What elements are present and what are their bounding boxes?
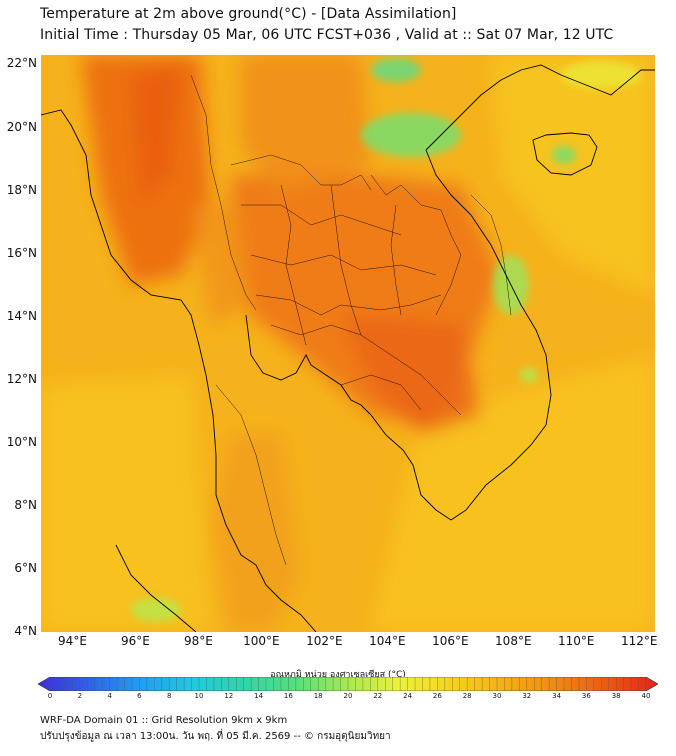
colorbar-tick-label: 4: [107, 692, 112, 700]
colorbar-tick-label: 40: [641, 692, 651, 700]
latitude-label: 12°N: [6, 371, 37, 386]
latitude-label: 14°N: [6, 308, 37, 323]
colorbar-tick-label: 24: [403, 692, 413, 700]
colorbar-tick-label: 22: [373, 692, 383, 700]
latitude-label: 22°N: [6, 56, 37, 71]
colorbar-tick-label: 8: [166, 692, 172, 700]
latitude-label: 18°N: [6, 182, 37, 197]
longitude-label: 94°E: [58, 634, 87, 648]
colorbar-tick-label: 16: [283, 692, 293, 700]
longitude-label: 106°E: [432, 634, 469, 648]
coastlines: [41, 64, 655, 632]
colorbar-tick-label: 34: [552, 692, 562, 700]
latitude-label: 10°N: [6, 434, 37, 449]
latitude-label: 16°N: [6, 245, 37, 260]
colorbar-tick-label: 12: [224, 692, 234, 700]
longitude-label: 98°E: [183, 634, 213, 648]
credit-line: ปรับปรุงข้อมูล ณ เวลา 13:00น. วัน พฤ. ที…: [40, 731, 391, 742]
map-canvas: [41, 55, 655, 632]
model-info: WRF-DA Domain 01 :: Grid Resolution 9km …: [40, 715, 288, 726]
latitude-label: 4°N: [14, 624, 37, 638]
chart-subtitle: Initial Time : Thursday 05 Mar, 06 UTC F…: [40, 27, 614, 43]
longitude-label: 100°E: [243, 634, 280, 648]
longitude-label: 104°E: [369, 634, 406, 648]
colorbar-tick-label: 18: [313, 692, 323, 700]
longitude-label: 96°E: [121, 634, 150, 648]
province-borders: [190, 74, 512, 566]
colorbar-tick-label: 2: [77, 692, 83, 700]
colorbar-tick-label: 36: [581, 692, 591, 700]
longitude-label: 102°E: [306, 634, 343, 648]
colorbar-tick-label: 14: [254, 692, 264, 700]
longitude-label: 110°E: [558, 634, 595, 648]
colorbar: [38, 677, 658, 691]
colorbar-tick-label: 20: [343, 692, 353, 700]
colorbar-tick-label: 0: [47, 692, 53, 700]
longitude-label: 112°E: [621, 634, 658, 648]
chart-title: Temperature at 2m above ground(°C) - [Da…: [40, 6, 457, 22]
longitude-label: 108°E: [495, 634, 532, 648]
colorbar-tick-label: 38: [611, 692, 621, 700]
latitude-label: 6°N: [14, 560, 37, 575]
temperature-map: [41, 55, 655, 632]
colorbar-tick-label: 26: [432, 692, 442, 700]
latitude-label: 8°N: [14, 497, 37, 512]
colorbar-tick-label: 32: [522, 692, 532, 700]
colorbar-tick-label: 30: [492, 692, 502, 700]
colorbar-tick-label: 28: [462, 692, 472, 700]
latitude-label: 20°N: [6, 119, 37, 134]
colorbar-tick-label: 6: [137, 692, 142, 700]
colorbar-tick-label: 10: [194, 692, 204, 700]
colorbar-title: อุณหภูมิ หน่วย องศาเซลเซียส (°C): [270, 670, 406, 680]
cool-highlands-shading: [131, 58, 641, 622]
